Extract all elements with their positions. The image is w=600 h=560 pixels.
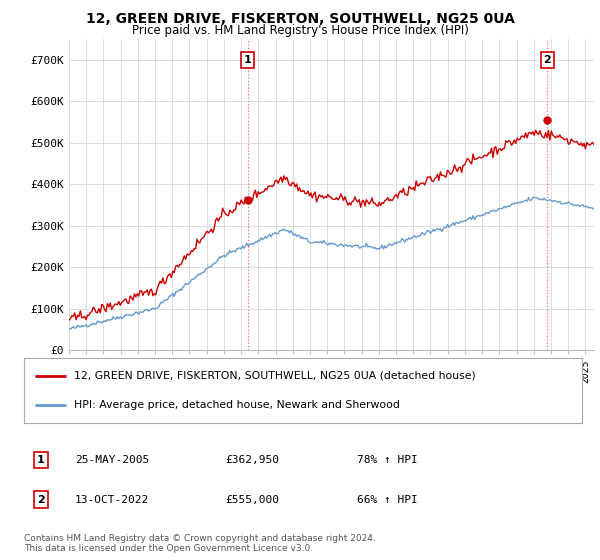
Text: 66% ↑ HPI: 66% ↑ HPI [357,494,418,505]
Text: 2: 2 [544,55,551,65]
Text: 25-MAY-2005: 25-MAY-2005 [75,455,149,465]
Text: HPI: Average price, detached house, Newark and Sherwood: HPI: Average price, detached house, Newa… [74,400,400,410]
Text: 12, GREEN DRIVE, FISKERTON, SOUTHWELL, NG25 0UA: 12, GREEN DRIVE, FISKERTON, SOUTHWELL, N… [86,12,514,26]
Text: £362,950: £362,950 [225,455,279,465]
Text: 12, GREEN DRIVE, FISKERTON, SOUTHWELL, NG25 0UA (detached house): 12, GREEN DRIVE, FISKERTON, SOUTHWELL, N… [74,371,476,381]
Text: 1: 1 [244,55,252,65]
Text: Contains HM Land Registry data © Crown copyright and database right 2024.
This d: Contains HM Land Registry data © Crown c… [24,534,376,553]
Text: 78% ↑ HPI: 78% ↑ HPI [357,455,418,465]
Text: 1: 1 [37,455,44,465]
Text: Price paid vs. HM Land Registry's House Price Index (HPI): Price paid vs. HM Land Registry's House … [131,24,469,37]
Text: 2: 2 [37,494,44,505]
Text: £555,000: £555,000 [225,494,279,505]
Text: 13-OCT-2022: 13-OCT-2022 [75,494,149,505]
